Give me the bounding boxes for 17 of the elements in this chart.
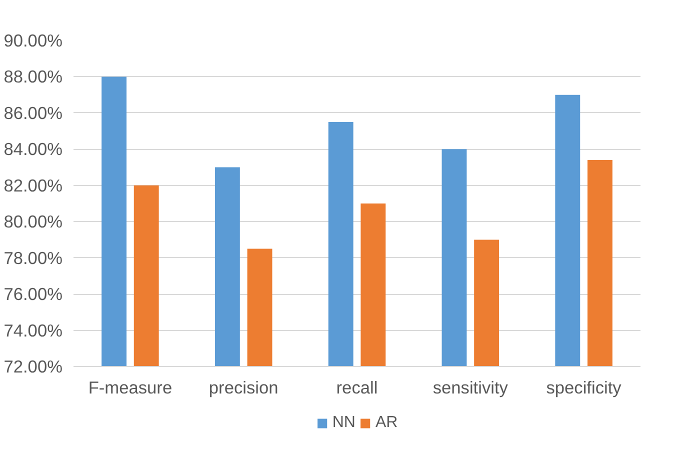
y-tick-label: 72.00%	[4, 356, 63, 376]
y-tick-label: 86.00%	[4, 102, 63, 123]
x-tick-label: sensitivity	[432, 378, 508, 398]
legend-label: NN	[332, 414, 356, 432]
y-tick-label: 74.00%	[4, 320, 63, 340]
y-tick-label: 90.00%	[4, 30, 63, 50]
y-tick-label: 76.00%	[4, 284, 63, 304]
y-tick-label: 82.00%	[4, 175, 63, 196]
y-tick-label: 88.00%	[4, 66, 63, 87]
x-tick-label: precision	[208, 378, 278, 398]
y-tick-label: 78.00%	[4, 248, 63, 268]
x-tick-label: recall	[336, 378, 378, 398]
x-tick-label: specificity	[546, 378, 622, 398]
legend-label: AR	[375, 414, 398, 432]
x-tick-label: F-measure	[88, 378, 172, 398]
y-tick-label: 80.00%	[4, 212, 63, 232]
y-tick-label: 84.00%	[4, 139, 63, 160]
